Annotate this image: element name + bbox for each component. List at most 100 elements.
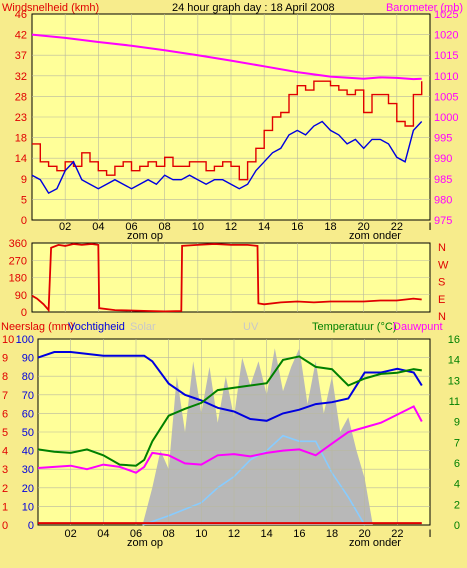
direction-left-tick: 90 bbox=[15, 290, 27, 302]
direction-left-tick: 0 bbox=[21, 307, 27, 319]
direction-left-tick: 180 bbox=[9, 273, 27, 285]
wind-right-tick: 1015 bbox=[434, 50, 458, 62]
wind-left-tick: 28 bbox=[15, 91, 27, 103]
wind-right-tick: 980 bbox=[434, 194, 452, 206]
wind-right-tick: 985 bbox=[434, 174, 452, 186]
humidity-line bbox=[37, 351, 423, 422]
dewpoint-line bbox=[37, 405, 423, 474]
wind-right-tick: 1025 bbox=[434, 9, 458, 21]
temperature-tick: 4 bbox=[454, 479, 460, 491]
rain-tick: 9 bbox=[2, 353, 8, 365]
temperature-tick: 11 bbox=[449, 396, 460, 408]
wind-gust-line bbox=[32, 80, 423, 181]
wind-right-tick: 1020 bbox=[434, 30, 458, 42]
direction-series bbox=[31, 243, 422, 313]
sunset-label-bottom: zom onder bbox=[349, 537, 401, 549]
rain-tick: 5 bbox=[2, 427, 8, 439]
rain-tick: 10 bbox=[2, 334, 14, 346]
wind-x-tick: 12 bbox=[225, 221, 237, 233]
wind-left-tick: 9 bbox=[21, 174, 27, 186]
weather-x-tick: 08 bbox=[163, 528, 175, 540]
solar-label: Solar bbox=[130, 321, 156, 333]
temperature-tick: 13 bbox=[448, 375, 460, 387]
weather-series bbox=[37, 351, 423, 525]
temperature-tick: 16 bbox=[448, 334, 460, 346]
wind-grid bbox=[32, 14, 430, 220]
wind-series bbox=[31, 33, 423, 195]
rain-tick: 6 bbox=[2, 408, 8, 420]
weather-x-tick: 10 bbox=[195, 528, 207, 540]
wind-left-tick: 23 bbox=[15, 112, 27, 124]
weather-x-tick: 06 bbox=[130, 528, 142, 540]
direction-compass-tick: W bbox=[438, 259, 449, 271]
direction-compass-tick: S bbox=[438, 277, 445, 289]
wind-left-tick: 18 bbox=[15, 133, 27, 145]
direction-left-tick: 270 bbox=[9, 255, 27, 267]
temperature-tick: 9 bbox=[454, 417, 460, 429]
wind-x-tick: 10 bbox=[192, 221, 204, 233]
humidity-tick: 60 bbox=[22, 408, 34, 420]
wind-x-tick: I bbox=[428, 221, 431, 233]
weather-x-tick: 20 bbox=[359, 528, 371, 540]
wind-x-tick: 06 bbox=[125, 221, 137, 233]
wind-average-line bbox=[31, 120, 423, 195]
weather-x-tick: 18 bbox=[326, 528, 338, 540]
wind-x-tick: 16 bbox=[291, 221, 303, 233]
rain-tick: 7 bbox=[2, 390, 8, 402]
sunrise-label-top: zom op bbox=[127, 230, 163, 242]
rain-label: Neerslag (mm) bbox=[1, 321, 74, 333]
wind-x-tick: 18 bbox=[324, 221, 336, 233]
weather-right-ticks: 0 2 4 6 7 9 11 13 14 16 bbox=[448, 334, 460, 532]
weather-x-ticks: 02 04 06 08 10 12 14 16 18 20 22 I bbox=[65, 528, 432, 540]
uv-label: UV bbox=[243, 321, 259, 333]
temperature-line bbox=[37, 355, 422, 467]
wind-left-tick: 32 bbox=[15, 71, 27, 83]
weather-x-tick: 02 bbox=[65, 528, 77, 540]
weather-grid bbox=[38, 339, 430, 525]
wind-left-tick: 14 bbox=[15, 153, 27, 165]
direction-compass-tick: N bbox=[438, 311, 446, 323]
sunset-label-top: zom onder bbox=[349, 230, 401, 242]
wind-x-tick: 08 bbox=[159, 221, 171, 233]
solar-radiation-area bbox=[142, 348, 373, 525]
wind-x-tick: 02 bbox=[59, 221, 71, 233]
humidity-tick: 40 bbox=[22, 446, 34, 458]
rain-tick: 1 bbox=[2, 501, 8, 513]
humidity-tick: 30 bbox=[22, 464, 34, 476]
wind-x-tick: 20 bbox=[358, 221, 370, 233]
humidity-tick: 90 bbox=[22, 353, 34, 365]
humidity-tick: 20 bbox=[22, 483, 34, 495]
temperature-tick: 7 bbox=[454, 437, 460, 449]
wind-x-tick: 22 bbox=[391, 221, 403, 233]
barometer-line bbox=[31, 33, 422, 81]
temperature-tick: 6 bbox=[454, 458, 460, 470]
chart-title: 24 hour graph day : 18 April 2008 bbox=[172, 2, 335, 14]
temperature-tick: 14 bbox=[448, 355, 460, 367]
wind-left-label: Windsnelheid (kmh) bbox=[2, 2, 99, 14]
wind-right-tick: 975 bbox=[434, 215, 452, 227]
humidity-label: Vochtigheid bbox=[68, 321, 125, 333]
wind-direction-line bbox=[31, 243, 422, 313]
temperature-tick: 0 bbox=[454, 520, 460, 532]
humidity-tick: 50 bbox=[22, 427, 34, 439]
weather-x-tick: 16 bbox=[293, 528, 305, 540]
rain-tick: 3 bbox=[2, 464, 8, 476]
wind-left-tick: 37 bbox=[15, 50, 27, 62]
wind-left-tick: 46 bbox=[15, 9, 27, 21]
wind-left-tick: 5 bbox=[21, 194, 27, 206]
wind-x-tick: 14 bbox=[258, 221, 270, 233]
wind-x-ticks: 02 04 06 08 10 12 14 16 18 20 22 I bbox=[59, 221, 431, 233]
direction-compass-tick: N bbox=[438, 242, 446, 254]
wind-left-tick: 0 bbox=[21, 215, 27, 227]
wind-right-ticks: 975 980 985 990 995 1000 1005 1010 1015 1020 1025 bbox=[434, 9, 458, 227]
wind-x-tick: 04 bbox=[92, 221, 104, 233]
sunrise-label-bottom: zom op bbox=[127, 537, 163, 549]
humidity-tick: 70 bbox=[22, 390, 34, 402]
humidity-tick: 0 bbox=[28, 520, 34, 532]
humidity-tick: 100 bbox=[16, 334, 34, 346]
